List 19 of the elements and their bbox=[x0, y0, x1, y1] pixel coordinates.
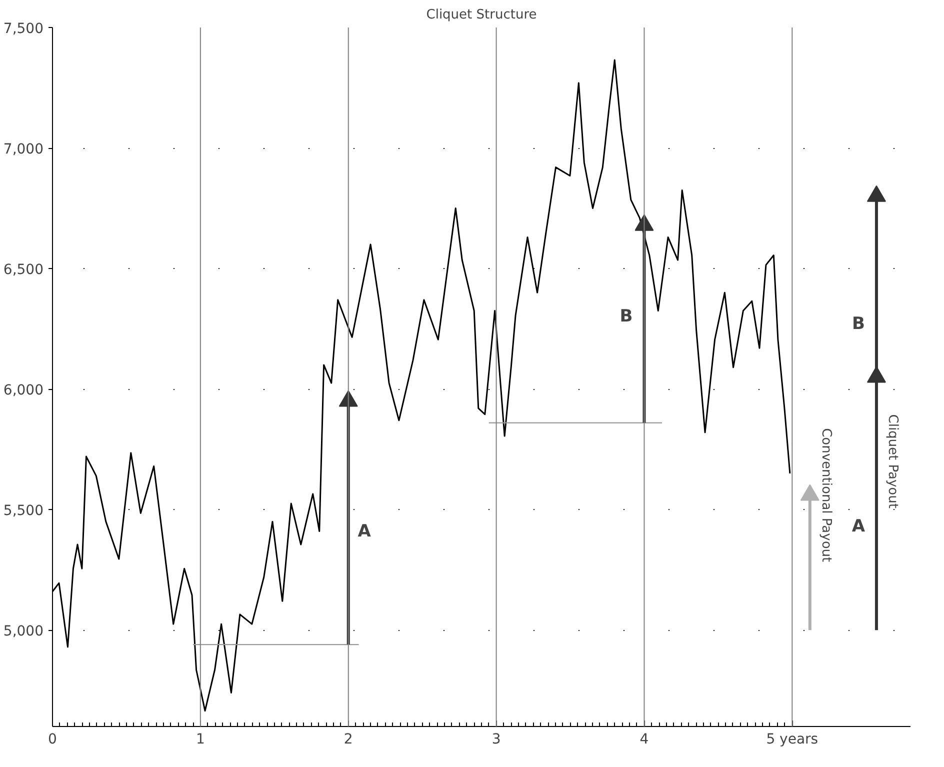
x-tick-label: 2 bbox=[344, 732, 353, 748]
annotation: Conventional Payout bbox=[818, 428, 834, 562]
annotation: B bbox=[620, 306, 633, 327]
x-tick-label: 5 years bbox=[766, 732, 818, 748]
annotation: A bbox=[358, 521, 372, 542]
annotation: B bbox=[852, 314, 865, 334]
x-tick-label: 0 bbox=[48, 732, 57, 748]
annotation: Cliquet Payout bbox=[884, 414, 900, 508]
chart-title: Cliquet Structure bbox=[426, 8, 537, 22]
y-tick-label: 7,500 bbox=[3, 21, 44, 37]
x-tick-label: 3 bbox=[492, 732, 501, 748]
x-tick-label: 1 bbox=[196, 732, 205, 748]
y-tick-label: 6,500 bbox=[3, 262, 44, 278]
y-tick-label: 7,000 bbox=[3, 142, 44, 158]
y-tick-label: 5,000 bbox=[3, 624, 44, 640]
annotation: A bbox=[852, 516, 866, 536]
x-tick-label: 4 bbox=[640, 732, 649, 748]
y-tick-label: 5,500 bbox=[3, 503, 44, 520]
y-tick-label: 6,000 bbox=[3, 382, 44, 399]
